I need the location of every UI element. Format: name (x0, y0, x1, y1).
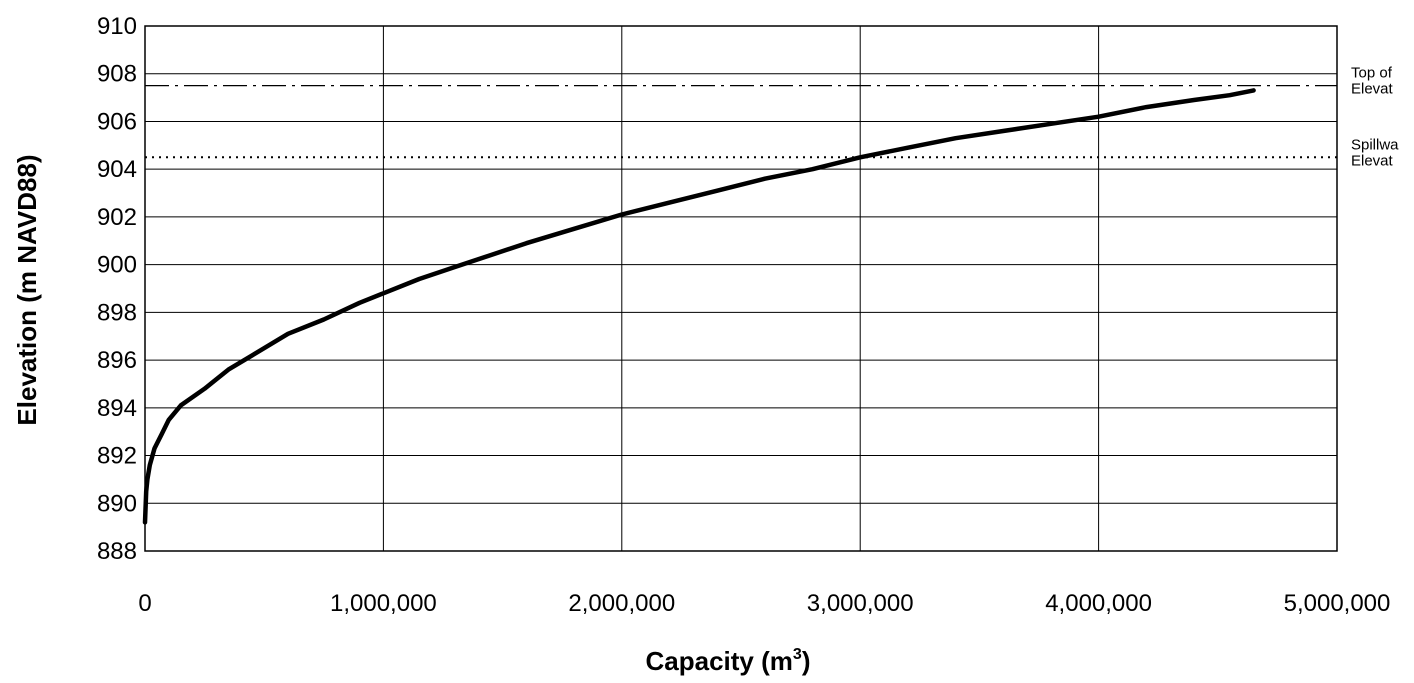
y-tick-label: 904 (97, 156, 137, 183)
plot-area-frame (144, 25, 1338, 552)
y-tick-label: 898 (97, 299, 137, 326)
y-tick-label: 906 (97, 108, 137, 135)
x-tick-label: 1,000,000 (330, 590, 437, 617)
x-tick-label: 5,000,000 (1284, 590, 1391, 617)
y-axis-tick-labels: 888 890 892 894 896 898 900 902 904 906 908 910 (97, 13, 137, 565)
reference-lines (145, 85, 1337, 159)
x-tick-label: 3,000,000 (807, 590, 914, 617)
x-axis-title: Capacity (m3) (646, 646, 811, 676)
x-tick-label: 2,000,000 (568, 590, 675, 617)
y-tick-label: 910 (97, 13, 137, 40)
x-axis-title-close: ) (802, 646, 811, 676)
y-tick-label: 900 (97, 252, 137, 279)
y-tick-label: 908 (97, 61, 137, 88)
y-tick-label: 888 (97, 538, 137, 565)
x-axis-title-text: Capacity (m (646, 646, 793, 676)
series-group (142, 88, 1256, 525)
x-tick-label: 0 (138, 590, 151, 617)
grid-lines (145, 26, 1337, 551)
reference-label-line: Elevat (1351, 152, 1394, 169)
y-tick-label: 890 (97, 490, 137, 517)
y-axis-title: Elevation (m NAVD88) (12, 154, 42, 425)
x-axis-title-superscript: 3 (793, 646, 802, 663)
reference-label-line: Spillwa (1351, 136, 1399, 153)
y-tick-label: 902 (97, 204, 137, 231)
reference-label-line: Top of (1351, 65, 1393, 82)
y-tick-label: 894 (97, 395, 137, 422)
capacity-curve (142, 88, 1256, 525)
y-tick-label: 892 (97, 443, 137, 470)
x-tick-label: 4,000,000 (1045, 590, 1152, 617)
x-axis-tick-labels: 0 1,000,000 2,000,000 3,000,000 4,000,000 5,0… (138, 590, 1390, 617)
y-tick-label: 896 (97, 347, 137, 374)
reference-label-line: Elevat (1351, 81, 1394, 98)
